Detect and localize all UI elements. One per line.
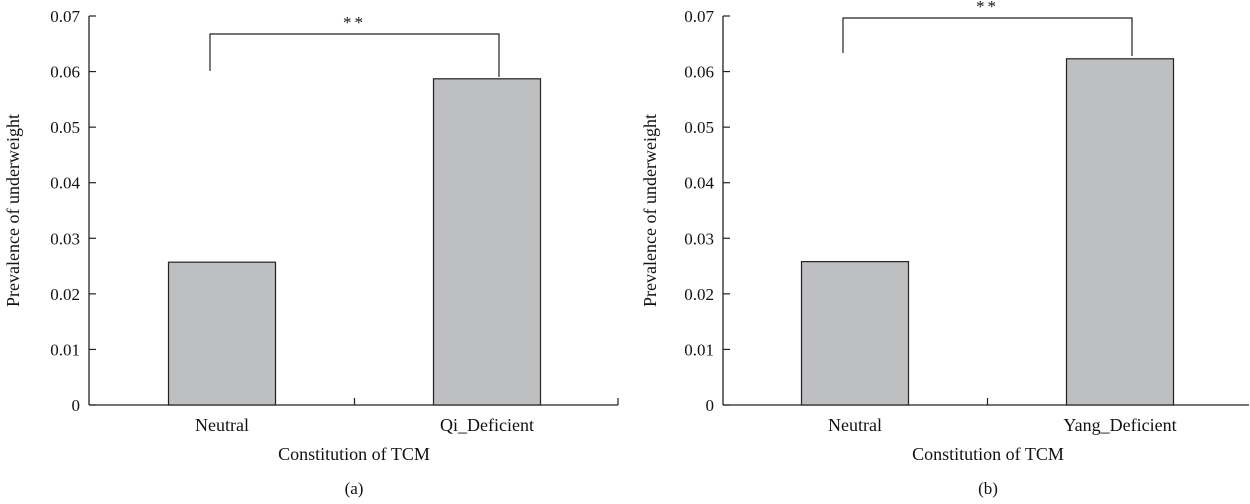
y-tick-label: 0.03 [50, 229, 80, 248]
y-tick-label: 0 [72, 396, 81, 415]
x-tick-label: Neutral [828, 415, 882, 435]
y-tick-label: 0.05 [684, 118, 714, 137]
chart-panel-a: 0 0.01 0.02 0.03 0.04 0.05 0.06 0.07 Neutral Qi_D… [3, 7, 619, 498]
y-tick-label: 0.01 [50, 340, 80, 359]
panel-label: (a) [345, 479, 364, 498]
bar-neutral [167, 261, 277, 406]
x-tick-label: Yang_Deficient [1063, 415, 1176, 435]
x-axis-title: Constitution of TCM [278, 444, 430, 464]
bar-yang-deficient [1065, 58, 1175, 406]
y-tick-label: 0.03 [684, 229, 714, 248]
panel-label: (b) [978, 479, 998, 498]
x-tick-label: Neutral [195, 415, 249, 435]
y-tick-label: 0 [706, 396, 715, 415]
y-tick-label: 0.07 [684, 7, 714, 26]
y-tick-label: 0.04 [50, 174, 80, 193]
y-axis-title: Prevalence of underweight [3, 114, 23, 307]
y-tick-label: 0.06 [50, 63, 80, 82]
y-tick-label: 0.07 [50, 7, 80, 26]
significance-label: ** [976, 0, 999, 16]
bar-qi-deficient [432, 78, 542, 406]
y-tick-label: 0.04 [684, 174, 714, 193]
significance-bracket [842, 17, 1133, 56]
bar-neutral [800, 261, 910, 406]
significance-label: ** [343, 13, 366, 32]
y-axis-title: Prevalence of underweight [640, 114, 660, 307]
y-tick-label: 0.02 [684, 285, 714, 304]
y-tick-label: 0.06 [684, 63, 714, 82]
significance-bracket [209, 33, 500, 77]
y-tick-label: 0.02 [50, 285, 80, 304]
y-tick-label: 0.05 [50, 118, 80, 137]
x-axis-title: Constitution of TCM [912, 444, 1064, 464]
x-tick-label: Qi_Deficient [440, 415, 534, 435]
chart-panel-b: 0 0.01 0.02 0.03 0.04 0.05 0.06 0.07 Neutral Yang… [640, 0, 1249, 498]
y-tick-label: 0.01 [684, 340, 714, 359]
